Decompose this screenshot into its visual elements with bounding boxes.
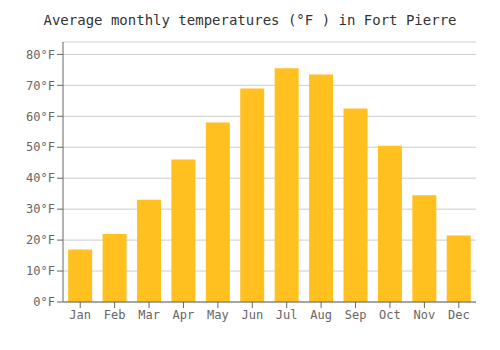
svg-text:30°F: 30°F: [26, 202, 55, 216]
svg-text:70°F: 70°F: [26, 79, 55, 93]
svg-text:Dec: Dec: [448, 308, 470, 322]
svg-text:10°F: 10°F: [26, 264, 55, 278]
svg-text:40°F: 40°F: [26, 171, 55, 185]
svg-text:Aug: Aug: [310, 308, 332, 322]
svg-text:0°F: 0°F: [33, 295, 55, 309]
svg-text:50°F: 50°F: [26, 140, 55, 154]
svg-text:Mar: Mar: [138, 308, 160, 322]
svg-text:Apr: Apr: [173, 308, 195, 322]
svg-text:Nov: Nov: [414, 308, 436, 322]
svg-text:Feb: Feb: [104, 308, 126, 322]
svg-text:80°F: 80°F: [26, 48, 55, 62]
svg-text:Sep: Sep: [345, 308, 367, 322]
svg-text:Jan: Jan: [69, 308, 91, 322]
svg-text:Jul: Jul: [276, 308, 298, 322]
svg-text:Oct: Oct: [379, 308, 401, 322]
svg-text:May: May: [207, 308, 229, 322]
html-text:Average monthly temperatures (: Average monthly temperatures (°F ) in Fo…: [43, 12, 457, 28]
svg-text:20°F: 20°F: [26, 233, 55, 247]
svg-text:Jun: Jun: [241, 308, 263, 322]
svg-text:60°F: 60°F: [26, 110, 55, 124]
